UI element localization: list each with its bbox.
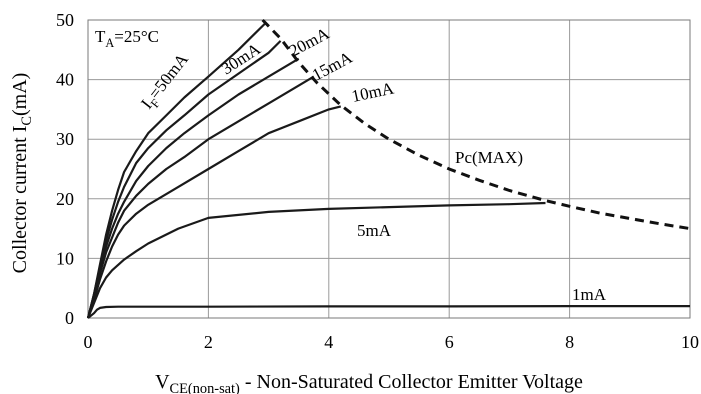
x-axis-title-rest: - Non-Saturated Collector Emitter Voltag… xyxy=(240,371,583,393)
condition-label-sub: A xyxy=(105,36,114,50)
x-tick-labels: 0 2 4 6 8 10 xyxy=(84,332,700,352)
condition-label-rest: =25°C xyxy=(114,27,159,46)
x-tick-label: 4 xyxy=(324,332,333,352)
label-pc-max: Pc(MAX) xyxy=(455,148,523,167)
plot-frame xyxy=(87,19,691,319)
y-tick-label: 40 xyxy=(56,70,74,90)
y-axis-title-sub: C xyxy=(19,116,35,126)
y-tick-label: 30 xyxy=(56,129,74,149)
y-tick-label: 20 xyxy=(56,189,74,209)
pc-max-curve xyxy=(261,18,691,231)
label-1ma: 1mA xyxy=(572,285,607,304)
label-pc-max-main: Pc(MAX) xyxy=(455,148,523,167)
label-1ma-main: 1mA xyxy=(572,285,607,304)
label-if-50ma-rest: =50mA xyxy=(145,49,192,102)
series-lines xyxy=(86,18,691,319)
x-tick-label: 0 xyxy=(84,332,93,352)
y-tick-labels: 0 10 20 30 40 50 xyxy=(56,10,74,328)
y-tick-label: 0 xyxy=(65,308,74,328)
label-20ma-main: 20mA xyxy=(286,23,333,60)
series-line-1ma xyxy=(87,305,690,319)
y-axis-title-main: Collector current I xyxy=(9,126,31,274)
label-10ma-main: 10mA xyxy=(350,78,396,106)
x-axis-title: VCE(non-sat) - Non-Saturated Collector E… xyxy=(155,371,583,394)
x-tick-label: 8 xyxy=(565,332,574,352)
annotations: TA=25°CIF=50mA 30mA 20mA15mA10mA5mA1mAPc(M… xyxy=(95,23,607,304)
y-axis-title-rest: (mA) xyxy=(9,73,31,116)
label-15ma-main: 15mA xyxy=(309,47,356,84)
label-5ma-main: 5mA xyxy=(357,221,392,240)
series-line-30ma xyxy=(86,40,282,319)
series-line-5ma xyxy=(86,201,546,319)
x-tick-label: 2 xyxy=(204,332,213,352)
y-tick-label: 10 xyxy=(56,248,74,268)
axis-titles: VCE(non-sat) - Non-Saturated Collector E… xyxy=(9,73,583,394)
label-15ma: 15mA xyxy=(309,47,356,84)
condition-label-main: T xyxy=(95,27,106,46)
x-tick-label: 6 xyxy=(445,332,454,352)
series-line-15ma xyxy=(86,75,315,319)
label-5ma: 5mA xyxy=(357,221,392,240)
label-if-50ma: IF=50mA xyxy=(137,49,195,115)
series-line-10ma xyxy=(86,105,342,319)
series-line-20ma xyxy=(86,57,300,319)
y-tick-label: 50 xyxy=(56,10,74,30)
plot-border xyxy=(87,19,691,319)
label-10ma: 10mA xyxy=(350,78,396,106)
x-axis-title-sub: CE(non-sat) xyxy=(170,381,241,394)
x-axis-title-main: V xyxy=(155,371,170,393)
condition-label: TA=25°C xyxy=(95,27,159,50)
x-tick-label: 10 xyxy=(681,332,699,352)
y-axis-title: Collector current IC(mA) xyxy=(9,73,35,274)
label-20ma: 20mA xyxy=(286,23,333,60)
